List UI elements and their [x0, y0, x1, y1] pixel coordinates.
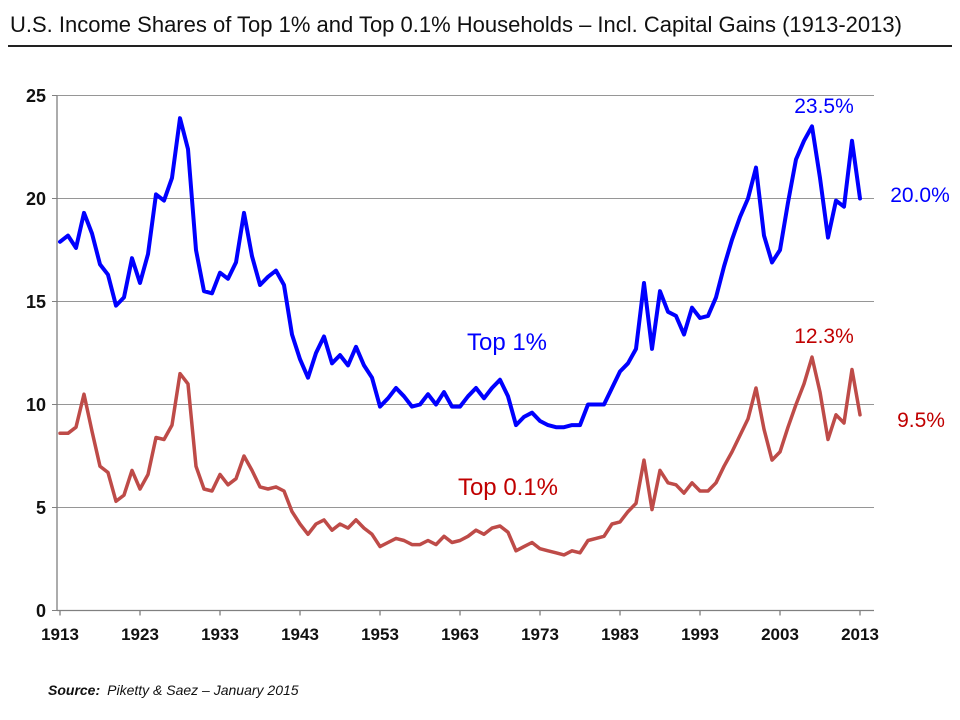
source-text: Piketty & Saez – January 2015 [107, 682, 299, 698]
source-label: Source: [48, 682, 101, 698]
top01-end-value-label: 9.5% [897, 409, 945, 432]
x-axis-tick-label: 1983 [601, 625, 639, 644]
y-axis-tick-label: 25 [25, 85, 46, 106]
y-axis-tick-label: 20 [25, 188, 46, 209]
page-title: U.S. Income Shares of Top 1% and Top 0.1… [10, 12, 902, 37]
x-axis-tick-label: 2003 [761, 625, 799, 644]
y-axis-tick-label: 10 [25, 394, 46, 415]
x-axis-tick-label: 1963 [441, 625, 479, 644]
x-axis-tick-label: 1943 [281, 625, 319, 644]
top01-peak-value-label: 12.3% [794, 325, 854, 348]
top01-series-label: Top 0.1% [457, 474, 559, 501]
y-axis-tick-label: 5 [35, 497, 46, 518]
top1-series-label: Top 1% [466, 329, 548, 356]
top1-peak-value-label: 23.5% [794, 95, 854, 118]
x-axis-tick-label: 1913 [41, 625, 79, 644]
x-axis-tick-label: 1973 [521, 625, 559, 644]
top1-line [58, 116, 862, 430]
x-axis-tick-label: 1923 [121, 625, 159, 644]
y-axis-tick-label: 0 [35, 600, 46, 621]
title-divider [8, 45, 952, 47]
x-axis-tick-label: 1993 [681, 625, 719, 644]
x-axis-tick-label: 1953 [361, 625, 399, 644]
source-note: Source: Piketty & Saez – January 2015 [48, 682, 299, 698]
y-axis-tick-label: 15 [25, 291, 46, 312]
top01-line [58, 355, 862, 557]
top1-end-value-label: 20.0% [890, 184, 950, 207]
x-axis-tick-label: 2013 [841, 625, 879, 644]
x-axis-tick-label: 1933 [201, 625, 239, 644]
